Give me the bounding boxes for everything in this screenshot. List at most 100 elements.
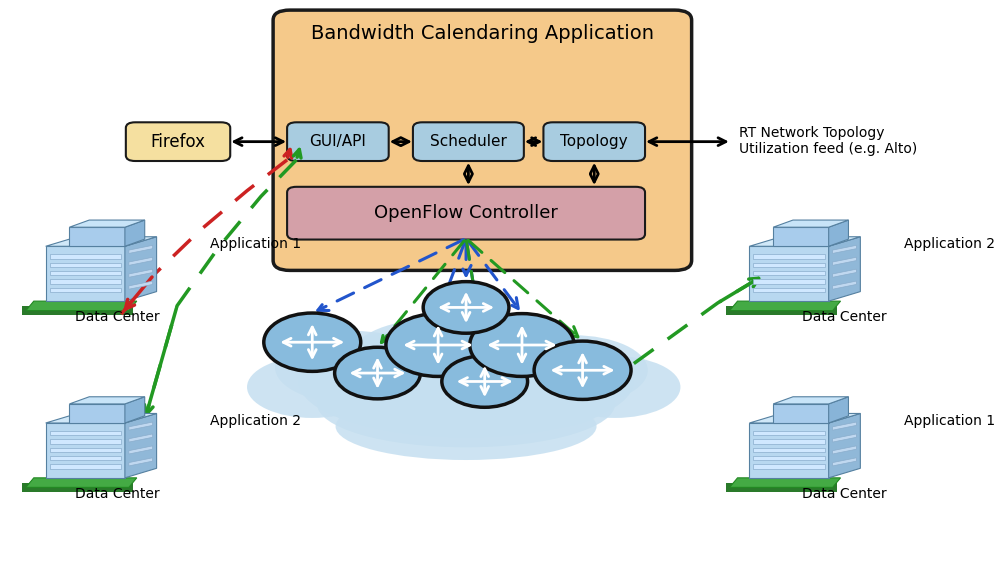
FancyBboxPatch shape xyxy=(287,187,645,240)
Polygon shape xyxy=(50,439,121,444)
Polygon shape xyxy=(833,245,856,254)
Polygon shape xyxy=(129,269,153,277)
Polygon shape xyxy=(129,245,153,254)
Polygon shape xyxy=(129,422,153,430)
Polygon shape xyxy=(749,413,860,423)
Polygon shape xyxy=(753,431,825,435)
Polygon shape xyxy=(753,456,825,461)
Polygon shape xyxy=(829,237,860,301)
Ellipse shape xyxy=(247,356,378,418)
Polygon shape xyxy=(753,271,825,275)
Text: Application 1: Application 1 xyxy=(904,414,995,427)
Polygon shape xyxy=(833,458,856,466)
Polygon shape xyxy=(773,397,848,404)
Polygon shape xyxy=(753,279,825,284)
Text: Application 1: Application 1 xyxy=(210,237,301,251)
Polygon shape xyxy=(773,404,829,423)
Polygon shape xyxy=(69,220,145,227)
Polygon shape xyxy=(726,482,837,492)
Text: Bandwidth Calendaring Application: Bandwidth Calendaring Application xyxy=(311,24,654,43)
Polygon shape xyxy=(50,288,121,292)
Polygon shape xyxy=(753,465,825,469)
Ellipse shape xyxy=(317,361,615,448)
Polygon shape xyxy=(773,220,848,227)
Text: Data Center: Data Center xyxy=(802,310,886,324)
Polygon shape xyxy=(125,397,145,423)
Polygon shape xyxy=(829,413,860,478)
Polygon shape xyxy=(730,478,841,488)
Polygon shape xyxy=(125,413,157,478)
Polygon shape xyxy=(726,306,837,315)
Polygon shape xyxy=(129,257,153,265)
Polygon shape xyxy=(69,227,125,246)
Polygon shape xyxy=(833,422,856,430)
Ellipse shape xyxy=(550,356,680,418)
Polygon shape xyxy=(69,404,125,423)
Polygon shape xyxy=(22,306,133,315)
Ellipse shape xyxy=(275,331,433,404)
Polygon shape xyxy=(125,237,157,301)
Polygon shape xyxy=(749,423,829,478)
FancyBboxPatch shape xyxy=(287,122,389,161)
Polygon shape xyxy=(125,220,145,246)
Text: Topology: Topology xyxy=(560,134,628,149)
Polygon shape xyxy=(829,220,848,246)
Ellipse shape xyxy=(423,282,509,333)
FancyBboxPatch shape xyxy=(543,122,645,161)
Text: Application 2: Application 2 xyxy=(210,414,301,427)
Polygon shape xyxy=(50,456,121,461)
Ellipse shape xyxy=(350,320,508,398)
Ellipse shape xyxy=(442,356,528,407)
Polygon shape xyxy=(730,301,841,311)
Polygon shape xyxy=(833,446,856,454)
Ellipse shape xyxy=(534,341,631,399)
Polygon shape xyxy=(129,281,153,289)
FancyBboxPatch shape xyxy=(273,10,692,270)
Polygon shape xyxy=(753,254,825,259)
Polygon shape xyxy=(50,448,121,452)
Polygon shape xyxy=(46,246,125,301)
Text: OpenFlow Controller: OpenFlow Controller xyxy=(374,204,558,222)
Ellipse shape xyxy=(499,335,648,405)
Text: Data Center: Data Center xyxy=(75,487,159,500)
Ellipse shape xyxy=(386,314,490,376)
Polygon shape xyxy=(833,281,856,289)
Polygon shape xyxy=(50,465,121,469)
Polygon shape xyxy=(46,413,157,423)
Polygon shape xyxy=(829,397,848,423)
Polygon shape xyxy=(50,431,121,435)
Polygon shape xyxy=(749,246,829,301)
Text: Application 2: Application 2 xyxy=(904,237,995,251)
Polygon shape xyxy=(22,482,133,492)
Ellipse shape xyxy=(264,313,361,371)
Text: Scheduler: Scheduler xyxy=(430,134,507,149)
FancyBboxPatch shape xyxy=(413,122,524,161)
Polygon shape xyxy=(46,423,125,478)
Polygon shape xyxy=(46,237,157,246)
Polygon shape xyxy=(26,301,137,311)
Ellipse shape xyxy=(335,347,420,399)
Text: GUI/API: GUI/API xyxy=(309,134,366,149)
Polygon shape xyxy=(753,263,825,267)
Polygon shape xyxy=(753,288,825,292)
Text: Data Center: Data Center xyxy=(802,487,886,500)
Polygon shape xyxy=(50,271,121,275)
Polygon shape xyxy=(833,269,856,277)
Polygon shape xyxy=(50,279,121,284)
Polygon shape xyxy=(26,478,137,488)
Text: Firefox: Firefox xyxy=(151,132,206,151)
Text: Data Center: Data Center xyxy=(75,310,159,324)
Ellipse shape xyxy=(317,359,457,426)
Polygon shape xyxy=(129,446,153,454)
Polygon shape xyxy=(69,397,145,404)
Polygon shape xyxy=(773,227,829,246)
Text: RT Network Topology
Utilization feed (e.g. Alto): RT Network Topology Utilization feed (e.… xyxy=(739,126,917,157)
Polygon shape xyxy=(753,439,825,444)
Ellipse shape xyxy=(298,325,634,438)
Ellipse shape xyxy=(468,362,613,429)
Ellipse shape xyxy=(470,314,574,376)
Polygon shape xyxy=(50,254,121,259)
Polygon shape xyxy=(129,458,153,466)
Polygon shape xyxy=(833,257,856,265)
Ellipse shape xyxy=(419,324,587,399)
